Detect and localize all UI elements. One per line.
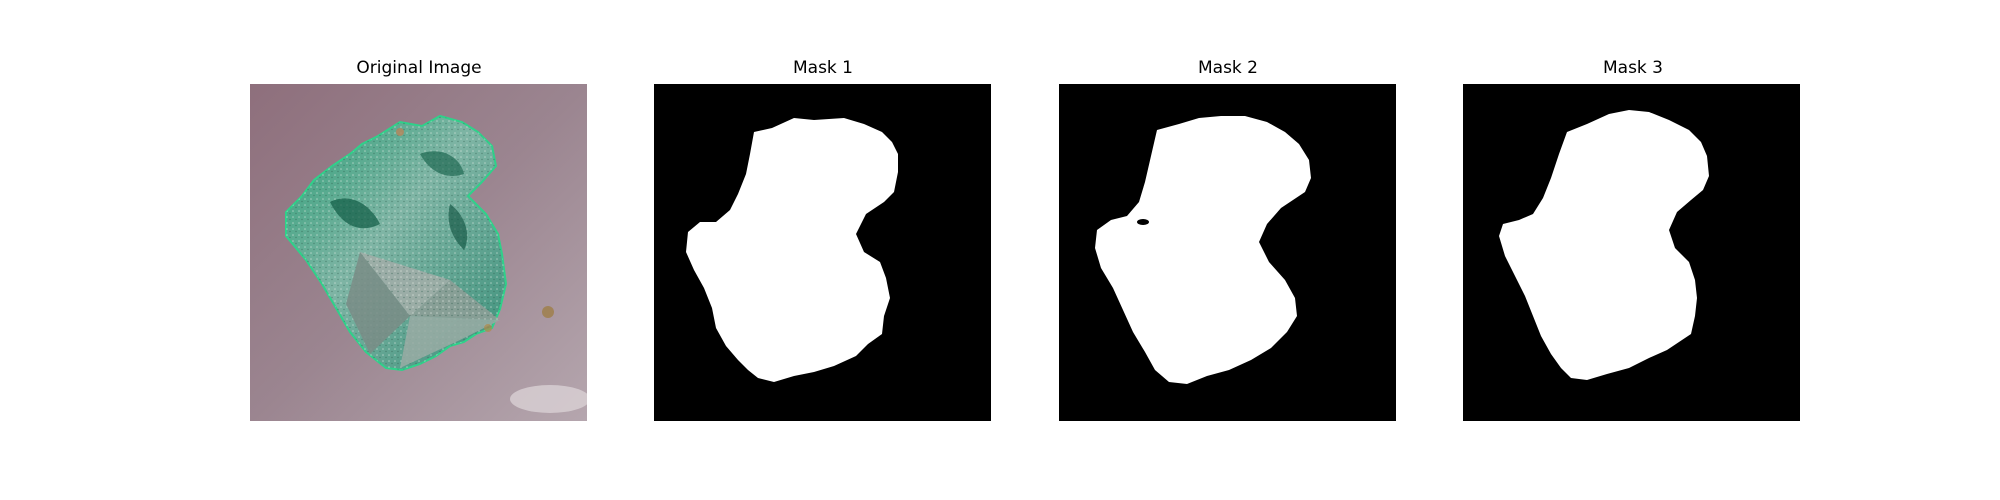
mask-1-image [654, 84, 991, 421]
panel-title-original-image: Original Image [356, 58, 482, 78]
original-image-picture [250, 84, 587, 421]
panel-title-mask-2: Mask 2 [1197, 58, 1258, 78]
mask-2-picture [1059, 84, 1396, 421]
panel-title-mask-1: Mask 1 [792, 58, 853, 78]
mask-2-image [1059, 84, 1396, 421]
mask-3-image [1463, 84, 1800, 421]
mask-3-picture [1463, 84, 1800, 421]
panel-title-mask-3: Mask 3 [1602, 58, 1663, 78]
original-image [250, 84, 587, 421]
mask-1-picture [654, 84, 991, 421]
